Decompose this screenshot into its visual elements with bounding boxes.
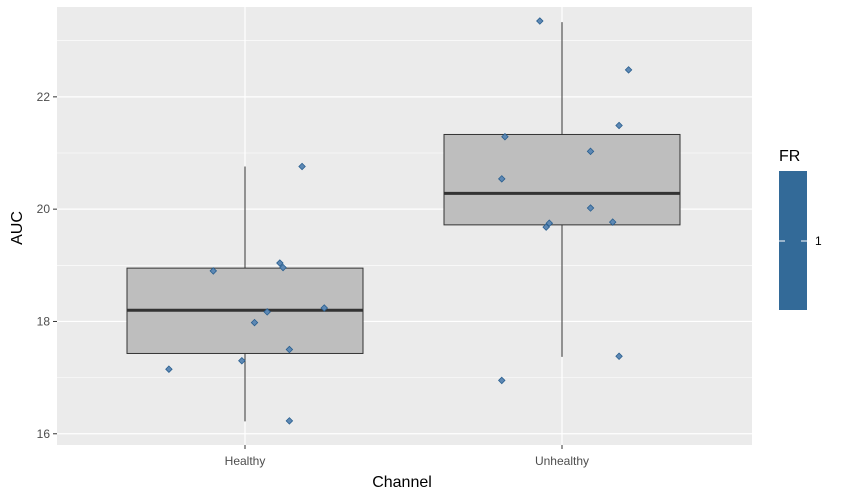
data-point — [615, 121, 623, 130]
box-iqr — [443, 133, 681, 226]
data-point — [545, 219, 554, 227]
data-point — [279, 263, 287, 272]
x-tick-label: Healthy — [225, 454, 266, 468]
data-point — [498, 175, 506, 183]
legend: FR 1 — [779, 148, 822, 310]
y-tick-label: 18 — [37, 314, 51, 328]
x-axis: Healthy Unhealthy — [225, 445, 589, 468]
data-point — [501, 132, 509, 141]
legend-title: FR — [779, 148, 800, 165]
boxes-layer — [126, 22, 681, 422]
data-point — [320, 304, 329, 312]
data-point — [608, 218, 617, 226]
data-point — [209, 267, 218, 275]
data-point — [586, 204, 595, 212]
x-tick-label: Unhealthy — [535, 454, 589, 468]
data-point — [624, 66, 633, 74]
points-layer — [165, 17, 633, 425]
data-point — [285, 417, 294, 425]
data-point — [263, 308, 271, 316]
data-point — [536, 17, 544, 25]
legend-tick-label: 1 — [815, 234, 822, 248]
data-point — [615, 352, 623, 361]
data-point — [250, 318, 259, 327]
y-axis-title: AUC — [9, 211, 26, 245]
plot-panel — [57, 7, 752, 445]
y-tick-label: 16 — [37, 427, 51, 441]
x-axis-title: Channel — [372, 474, 432, 491]
box-unhealthy — [443, 22, 681, 357]
data-point — [165, 365, 173, 373]
data-point — [542, 223, 550, 231]
data-point — [298, 162, 306, 171]
data-point — [238, 357, 246, 365]
data-point — [498, 376, 506, 385]
data-point — [285, 345, 294, 354]
y-tick-label: 22 — [37, 90, 51, 104]
y-axis: 16 18 20 22 — [37, 90, 57, 441]
data-point — [586, 147, 595, 156]
data-point — [276, 259, 284, 267]
y-tick-label: 20 — [37, 202, 51, 216]
